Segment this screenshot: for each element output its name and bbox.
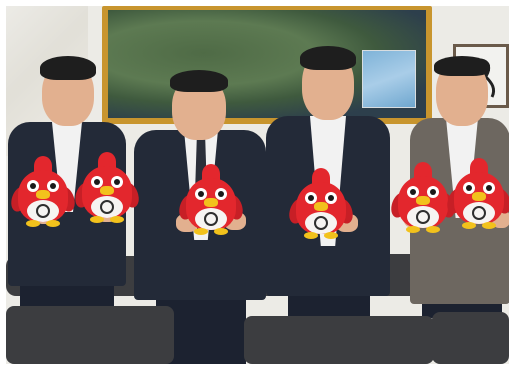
sofa-seat-middle (244, 316, 434, 364)
plush-beak (100, 186, 114, 195)
plush-logo-icon (36, 204, 50, 218)
bird-mascot-plush (72, 152, 142, 224)
plush-pupil (30, 183, 36, 189)
plush-eye (305, 192, 317, 204)
plush-logo-icon (204, 212, 218, 226)
sofa-seat-right (432, 312, 509, 364)
plush-eye (407, 186, 419, 198)
plush-pupil (466, 185, 472, 191)
plush-eye (427, 186, 439, 198)
plush-beak (314, 202, 328, 211)
plush-eye (325, 192, 337, 204)
plush-foot (46, 220, 60, 227)
plush-beak (416, 196, 430, 205)
plush-eye (111, 176, 123, 188)
plush-logo-icon (100, 200, 114, 214)
group-photo (6, 6, 509, 364)
plush-foot (304, 232, 318, 239)
plush-eye (91, 176, 103, 188)
plush-pupil (308, 195, 314, 201)
plush-foot (26, 220, 40, 227)
plush-eye (195, 188, 207, 200)
bird-mascot-plush (444, 158, 509, 230)
plush-pupil (430, 189, 436, 195)
bird-mascot-plush (388, 162, 458, 234)
bird-mascot-plush (286, 168, 356, 240)
plush-pupil (328, 195, 334, 201)
plush-eye (47, 180, 59, 192)
plush-logo-icon (472, 206, 486, 220)
plush-foot (90, 216, 104, 223)
hair (170, 70, 228, 92)
plush-logo-icon (416, 210, 430, 224)
person-4 (6, 6, 509, 318)
hair (40, 56, 96, 80)
framed-map (102, 6, 432, 124)
plush-eye (483, 182, 495, 194)
plush-foot (110, 216, 124, 223)
map-inset (362, 50, 416, 108)
plush-beak (204, 198, 218, 207)
plush-foot (194, 228, 208, 235)
plush-foot (406, 226, 420, 233)
plush-pupil (218, 191, 224, 197)
plush-eye (27, 180, 39, 192)
hair (434, 56, 490, 76)
plush-pupil (94, 179, 100, 185)
plush-foot (482, 222, 496, 229)
bird-mascot-plush (176, 164, 246, 236)
plush-beak (36, 190, 50, 199)
plush-eye (215, 188, 227, 200)
plush-foot (462, 222, 476, 229)
plush-pupil (198, 191, 204, 197)
plush-logo-icon (314, 216, 328, 230)
plush-pupil (410, 189, 416, 195)
plush-foot (426, 226, 440, 233)
plush-foot (324, 232, 338, 239)
hair (300, 46, 356, 70)
plush-eye (463, 182, 475, 194)
plush-foot (214, 228, 228, 235)
plush-pupil (114, 179, 120, 185)
plush-beak (472, 192, 486, 201)
plush-pupil (50, 183, 56, 189)
bird-mascot-plush (8, 156, 78, 228)
map-image (108, 10, 426, 118)
sofa-seat-left (6, 306, 174, 364)
plush-pupil (486, 185, 492, 191)
